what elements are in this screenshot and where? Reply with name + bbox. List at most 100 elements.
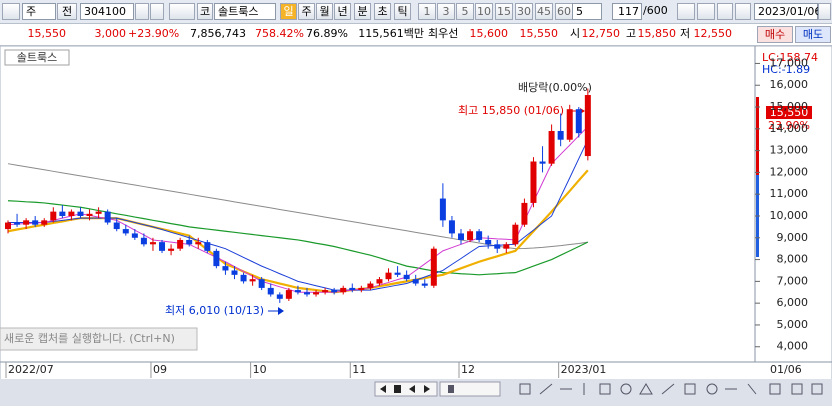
candle-body	[421, 283, 428, 286]
candle-body	[50, 211, 57, 221]
save-icon[interactable]	[717, 3, 733, 20]
candle-body	[557, 130, 564, 140]
candle-body	[322, 290, 329, 293]
tool-icon-1[interactable]	[677, 3, 695, 20]
period-button[interactable]: 초	[374, 3, 391, 20]
y-tick-label: 7,000	[777, 274, 809, 287]
tool-fib[interactable]	[661, 383, 675, 395]
y-tick-label: 6,000	[777, 296, 809, 309]
y-tick-label: 15,000	[770, 100, 809, 113]
candle-body	[430, 248, 437, 286]
period-button[interactable]: 년	[334, 3, 351, 20]
interval-button[interactable]: 10	[475, 3, 493, 20]
candle-body	[485, 239, 492, 245]
period-button[interactable]: 일	[280, 3, 297, 20]
candle-body	[285, 290, 292, 299]
tool-save[interactable]	[811, 383, 823, 395]
scope-button[interactable]: 전	[57, 3, 77, 20]
x-tick-label: 2023/01	[561, 363, 607, 376]
candle-body	[77, 211, 84, 216]
tool-text[interactable]	[769, 383, 781, 395]
candle-body	[131, 233, 138, 238]
candle-body	[240, 274, 247, 282]
candle-body	[412, 279, 419, 284]
date-dropdown[interactable]	[818, 3, 831, 20]
tool-box[interactable]	[684, 383, 696, 395]
y-tick-label: 13,000	[770, 144, 809, 157]
candle-body	[448, 220, 455, 234]
candle-body	[267, 287, 274, 295]
low: 12,550	[693, 27, 733, 40]
candle-body	[159, 242, 166, 251]
scroll-stop[interactable]	[394, 385, 401, 393]
candle-body	[213, 250, 220, 267]
zoom-out[interactable]	[409, 385, 415, 393]
candle-body	[566, 109, 573, 140]
period-button[interactable]: 틱	[394, 3, 411, 20]
count-input[interactable]: 5	[572, 3, 602, 20]
interval-button[interactable]: 5	[456, 3, 474, 20]
candle-body	[258, 279, 265, 288]
sound-button[interactable]	[169, 3, 195, 20]
sell-button[interactable]: 매도	[795, 26, 831, 43]
interval-button[interactable]: 3	[437, 3, 455, 20]
interval-button[interactable]: 15	[495, 3, 513, 20]
shown-count: 117	[612, 3, 642, 20]
plot	[5, 88, 591, 303]
scroll-buttons[interactable]	[374, 381, 438, 397]
tool-ellipse[interactable]	[706, 383, 718, 395]
tooltip-box	[0, 327, 198, 351]
tool-circle[interactable]	[620, 383, 632, 395]
candle-body	[95, 211, 102, 214]
scroll-left[interactable]	[380, 385, 386, 393]
scroll-right[interactable]	[424, 385, 430, 393]
low-arrow-head	[278, 307, 284, 315]
high: 15,850	[637, 27, 677, 40]
period-button[interactable]: 주	[298, 3, 315, 20]
tool-delete[interactable]	[747, 383, 757, 395]
zoom-thumb[interactable]	[448, 385, 454, 393]
pct-tag: 23.90%	[768, 119, 810, 132]
y-tick-label: 11,000	[770, 187, 809, 200]
tool-cursor[interactable]	[519, 383, 531, 395]
code-dropdown[interactable]	[135, 3, 149, 20]
settings-icon[interactable]	[735, 3, 751, 20]
interval-button[interactable]: 60	[555, 3, 573, 20]
tooltip-text: 새로운 캡처를 실행합니다. (Ctrl+N)	[4, 332, 175, 345]
interval-button[interactable]: 30	[515, 3, 533, 20]
chart-panel	[0, 45, 832, 381]
draw-tools[interactable]	[519, 383, 823, 395]
candle-body	[23, 220, 30, 225]
tool-set[interactable]	[791, 383, 803, 395]
moving-average	[7, 163, 588, 250]
tool-line[interactable]	[539, 383, 553, 395]
y-tick-label: 5,000	[777, 318, 809, 331]
code-search[interactable]	[150, 3, 164, 20]
range-bar-up	[756, 97, 759, 175]
low-label: 저	[680, 27, 691, 40]
tool-icon-2[interactable]	[697, 3, 715, 20]
stock-name: 솔트룩스	[214, 3, 276, 20]
zoom-slider[interactable]	[439, 381, 501, 397]
buy-button[interactable]: 매수	[757, 26, 793, 43]
x-tick-label: 10	[253, 363, 267, 376]
interval-button[interactable]: 45	[535, 3, 553, 20]
period-button[interactable]: 분	[354, 3, 371, 20]
quote-bar: 15,550 3,000 +23.90% 7,856,743 758.42% 7…	[0, 24, 832, 46]
market-select[interactable]: 주	[22, 3, 56, 20]
menu-icon[interactable]	[2, 3, 20, 20]
candle-body	[494, 244, 501, 249]
high-label: 고	[626, 27, 637, 40]
hc-value: HC:-1.89	[762, 63, 810, 76]
candle-body	[385, 272, 392, 280]
candle-body	[331, 290, 338, 293]
interval-button[interactable]: 1	[418, 3, 436, 20]
tool-rect[interactable]	[599, 383, 611, 395]
date-input[interactable]: 2023/01/06	[754, 3, 821, 20]
code-input[interactable]: 304100	[80, 3, 134, 20]
lc-value: LC:158.74	[762, 51, 818, 64]
period-button[interactable]: 월	[316, 3, 333, 20]
tool-triangle[interactable]	[639, 383, 653, 395]
low-note: 최저 6,010 (10/13)	[165, 304, 264, 317]
